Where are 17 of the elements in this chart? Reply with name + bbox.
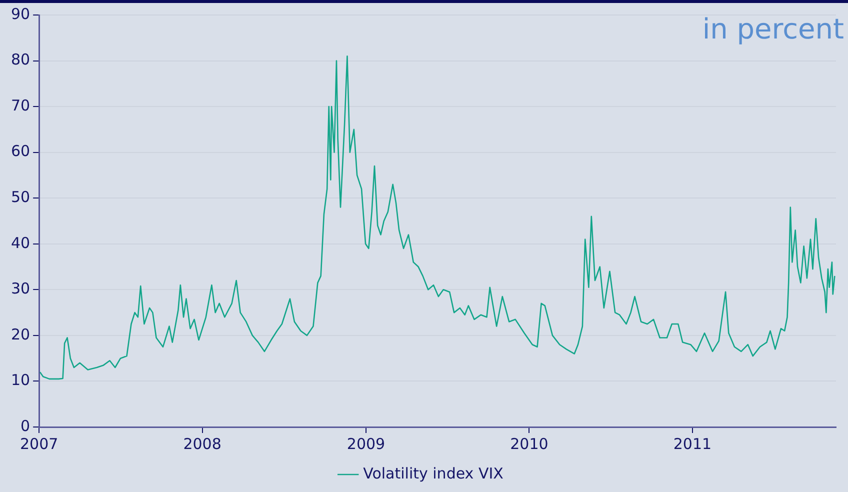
- x-tick-label: 2010: [510, 434, 548, 453]
- y-tick-label: 70: [10, 96, 30, 114]
- annotation: in percent: [702, 12, 844, 46]
- y-tick-label: 10: [10, 371, 30, 390]
- y-tick-label: 30: [10, 280, 30, 298]
- y-tick-label: 80: [10, 50, 30, 69]
- y-tick-label: 90: [10, 4, 30, 23]
- x-tick-label: 2009: [346, 434, 386, 453]
- x-tick-label: 2008: [183, 434, 222, 453]
- legend-label: Volatility index VIX: [363, 464, 504, 482]
- y-tick-label: 20: [10, 325, 30, 344]
- y-tick-label: 60: [10, 142, 30, 160]
- x-tick-label: 2007: [20, 434, 58, 453]
- y-tick-label: 50: [10, 188, 30, 206]
- y-tick-label: 0: [20, 416, 30, 435]
- x-tick-label: 2011: [673, 434, 712, 453]
- y-tick-label: 40: [10, 234, 30, 252]
